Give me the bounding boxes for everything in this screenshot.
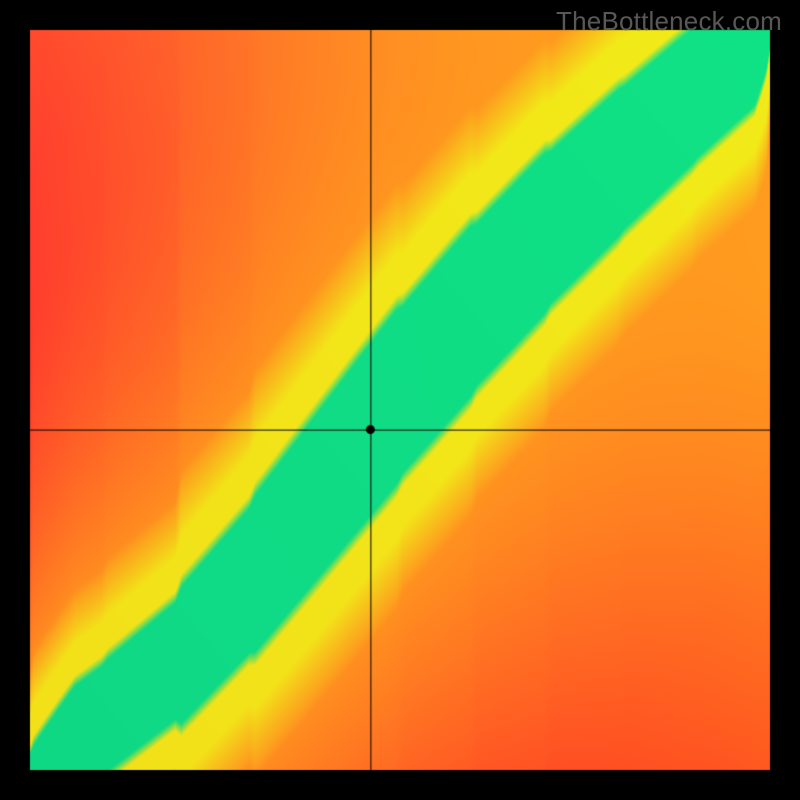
chart-container: TheBottleneck.com — [0, 0, 800, 800]
bottleneck-heatmap-canvas — [0, 0, 800, 800]
watermark-text: TheBottleneck.com — [556, 6, 782, 37]
